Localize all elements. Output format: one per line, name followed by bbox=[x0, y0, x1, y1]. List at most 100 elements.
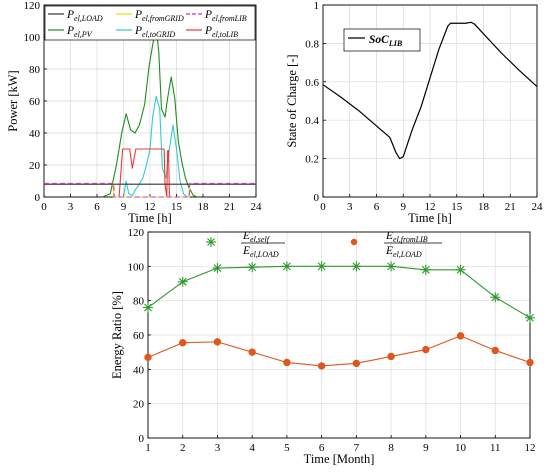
ratio-point-fromlib bbox=[387, 352, 395, 361]
ratio-point-fromlib bbox=[317, 362, 326, 370]
soc-legend-label-base: SoC bbox=[369, 34, 389, 46]
power-series-line-eltogrid bbox=[122, 95, 190, 198]
ratio-legend-denominator-self-base: E bbox=[242, 245, 250, 257]
power-legend-label-base: P bbox=[134, 9, 142, 21]
ratio-x-tick-label: 6 bbox=[319, 442, 325, 454]
ratio-x-axis-label: Time [Month] bbox=[304, 452, 375, 466]
soc-x-tick-label: 15 bbox=[451, 201, 463, 213]
power-y-tick-label: 120 bbox=[24, 0, 41, 12]
soc-x-tick-label: 0 bbox=[320, 201, 326, 213]
soc-x-tick-label: 24 bbox=[532, 201, 544, 213]
soc-series-line bbox=[322, 21, 538, 160]
power-y-tick-label: 60 bbox=[29, 96, 41, 108]
ratio-point-fromlib bbox=[248, 348, 256, 356]
ratio-legend-marker-self bbox=[206, 237, 216, 247]
ratio-point-self-stroke bbox=[317, 262, 326, 271]
ratio-y-tick-label: 60 bbox=[133, 330, 145, 342]
power-x-tick-label: 24 bbox=[251, 201, 263, 213]
ratio-legend-marker-self-stroke bbox=[207, 238, 215, 246]
soc-x-tick-label: 12 bbox=[425, 201, 436, 213]
ratio-point-self-stroke bbox=[526, 313, 534, 322]
ratio-point-self-stroke bbox=[491, 293, 500, 302]
ratio-point-self bbox=[212, 263, 223, 274]
power-x-tick-label: 6 bbox=[94, 201, 100, 213]
ratio-x-tick-label: 9 bbox=[423, 442, 429, 454]
power-y-tick-label: 80 bbox=[29, 64, 41, 76]
power-legend-label-sub: el,fromLIB bbox=[212, 14, 247, 23]
power-legend-label-sub: el,PV bbox=[74, 30, 93, 39]
power-legend-label: Pel,fromLIB bbox=[204, 9, 247, 23]
ratio-x-tick-label: 1 bbox=[145, 442, 151, 454]
ratio-point-self-stroke bbox=[282, 262, 291, 271]
power-legend-box bbox=[44, 5, 256, 41]
ratio-y-tick-label: 80 bbox=[133, 296, 145, 308]
power-series-line-elfromlib bbox=[44, 182, 256, 198]
soc-y-tick-label: 0.2 bbox=[305, 154, 319, 166]
ratio-point-self bbox=[386, 261, 397, 272]
power-y-tick-label: 40 bbox=[29, 128, 41, 140]
soc-legend: SoCLIB bbox=[343, 28, 421, 52]
power-legend-label-base: P bbox=[66, 9, 74, 21]
ratio-point-self bbox=[143, 302, 153, 313]
ratio-point-self bbox=[247, 262, 258, 273]
power-legend-label-sub: el,toLIB bbox=[212, 30, 238, 39]
ratio-y-tick-label: 120 bbox=[128, 227, 145, 239]
ratio-point-fromlib bbox=[283, 358, 291, 367]
power-legend-label-base: P bbox=[66, 25, 74, 37]
ratio-legend-numerator-fromlib-sub: el,fromLIB bbox=[393, 235, 428, 244]
ratio-point-self-stroke bbox=[248, 263, 257, 272]
power-x-tick-label: 18 bbox=[198, 201, 210, 213]
power-legend-label-base: P bbox=[134, 25, 142, 37]
ratio-legend-denominator-self: Eel,LOAD bbox=[242, 245, 279, 259]
ratio-point-self-stroke bbox=[352, 262, 361, 271]
power-y-tick-label: 20 bbox=[29, 160, 41, 172]
soc-x-axis-label: Time [h] bbox=[408, 211, 452, 225]
power-x-tick-label: 9 bbox=[121, 201, 127, 213]
power-x-tick-label: 15 bbox=[171, 201, 183, 213]
ratio-point-self-stroke bbox=[213, 264, 222, 272]
power-y-tick-label: 0 bbox=[35, 192, 41, 204]
ratio-point-self-stroke bbox=[421, 265, 430, 274]
power-legend-label-sub: el,toGRID bbox=[142, 30, 175, 39]
ratio-point-fromlib bbox=[352, 359, 361, 368]
ratio-x-tick-label: 12 bbox=[525, 442, 536, 454]
soc-x-tick-label: 6 bbox=[374, 201, 380, 213]
ratio-point-self bbox=[525, 312, 535, 323]
ratio-point-self-stroke bbox=[456, 265, 465, 274]
ratio-x-tick-label: 7 bbox=[354, 442, 360, 454]
ratio-point-fromlib bbox=[422, 345, 430, 354]
ratio-x-tick-label: 5 bbox=[284, 442, 290, 454]
ratio-point-self bbox=[281, 261, 292, 272]
ratio-series-line-fromlib bbox=[147, 335, 531, 367]
power-y-tick-label: 100 bbox=[24, 32, 41, 44]
power-legend-label: Pel,toGRID bbox=[134, 25, 175, 39]
ratio-legend-numerator-fromlib-base: E bbox=[385, 230, 393, 242]
soc-x-tick-label: 18 bbox=[478, 201, 490, 213]
ratio-point-self-stroke bbox=[144, 303, 152, 312]
power-x-tick-label: 12 bbox=[145, 201, 156, 213]
soc-x-tick-label: 9 bbox=[401, 201, 407, 213]
power-x-axis-label: Time [h] bbox=[128, 211, 172, 225]
ratio-x-tick-label: 10 bbox=[455, 442, 467, 454]
power-legend-label: Pel,LOAD bbox=[66, 9, 103, 23]
ratio-point-self bbox=[316, 261, 327, 272]
ratio-point-fromlib bbox=[179, 339, 187, 347]
ratio-legend-numerator-self: Eel,self bbox=[242, 230, 271, 244]
soc-y-tick-label: 1 bbox=[314, 0, 320, 12]
power-legend-label-base: P bbox=[204, 25, 212, 37]
ratio-point-self bbox=[455, 264, 466, 275]
soc-y-tick-label: 0.8 bbox=[305, 38, 319, 50]
ratio-point-self bbox=[490, 292, 501, 303]
ratio-x-tick-label: 4 bbox=[249, 442, 255, 454]
soc-legend-label: SoCLIB bbox=[369, 34, 403, 48]
power-chart: 0 3 6 9 12 15 18 21 24 0 20 40 60 80 100 120 Time [h] Pow… bbox=[6, 0, 262, 225]
power-x-tick-label: 21 bbox=[224, 201, 235, 213]
ratio-point-self-stroke bbox=[178, 277, 187, 286]
ratio-series-line-self bbox=[147, 265, 531, 319]
soc-x-tick-label: 21 bbox=[505, 201, 516, 213]
ratio-point-fromlib bbox=[144, 353, 152, 362]
